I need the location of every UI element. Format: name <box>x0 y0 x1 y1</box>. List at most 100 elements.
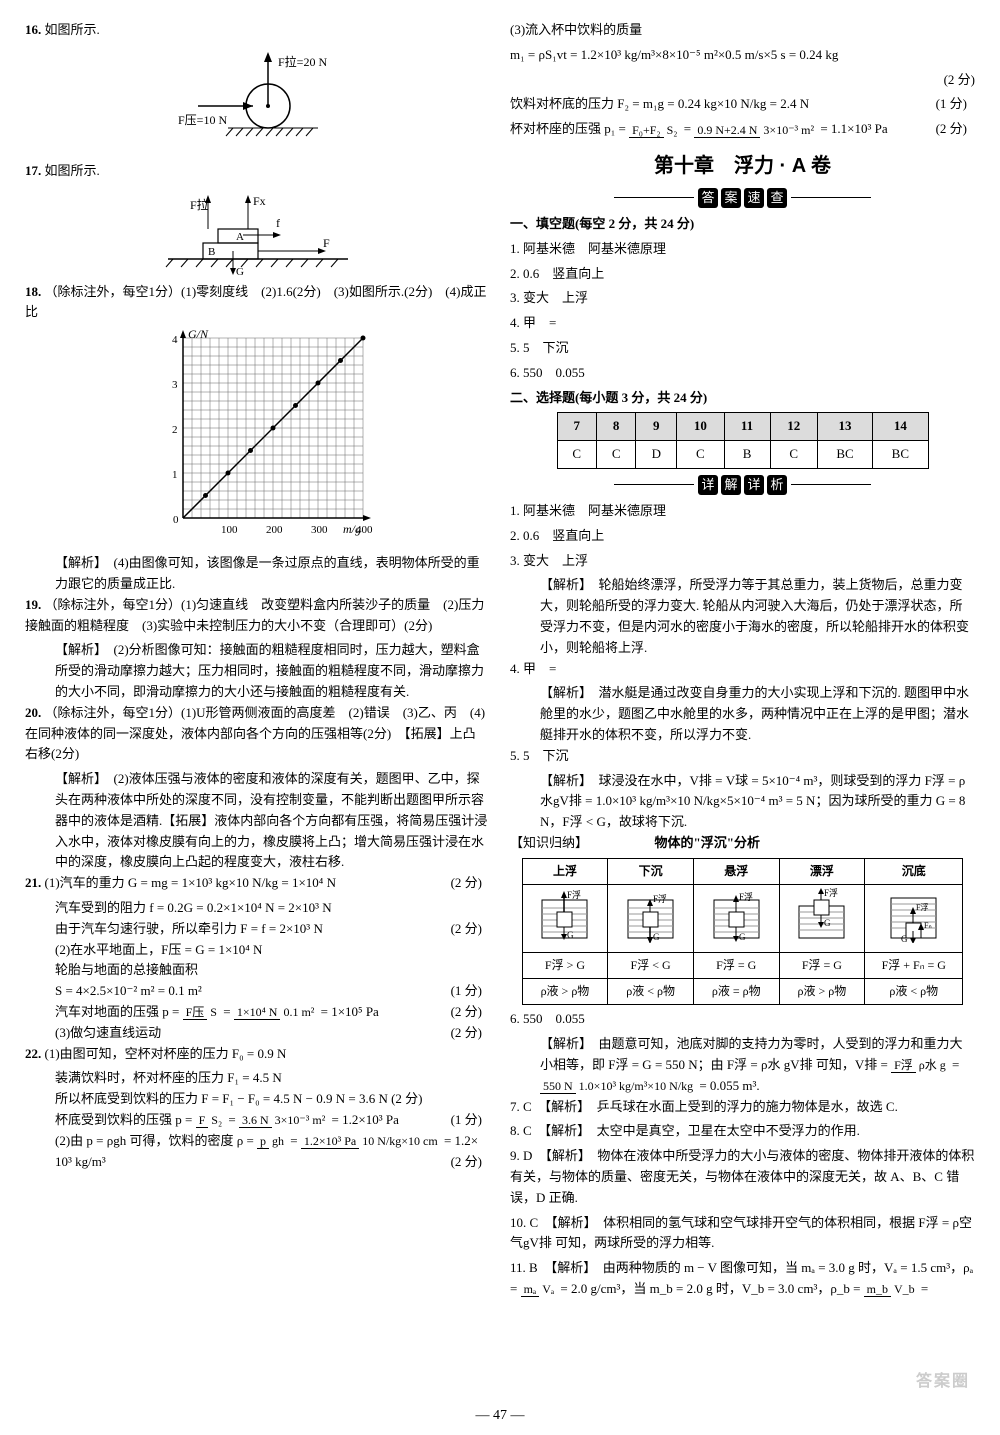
q18-analysis: 【解析】 (4)由图像可知，该图像是一条过原点的直线，表明物体所受的重力跟它的质… <box>55 553 490 595</box>
buoyancy-fig-sink: F浮FₙG <box>865 884 963 952</box>
fill-a6: 6. 550 0.055 <box>510 363 975 384</box>
q21-l7s: (2 分) <box>451 1002 482 1023</box>
q21-l6: S = 4×2.5×10⁻² m² = 0.1 m² <box>55 983 202 998</box>
q16-num: 16. <box>25 22 41 37</box>
d3a: 【解析】 轮船始终漂浮，所受浮力等于其总重力，装上货物后，总重力变大，则轮船所受… <box>540 575 975 658</box>
answer-badge-1: 答 案 速 查 <box>510 188 975 208</box>
buoyancy-fig-up: F浮 G <box>522 884 608 952</box>
choice-table: 7 8 9 10 11 12 13 14 C C D C B C BC BC <box>557 412 929 469</box>
q20-num: 20. <box>25 705 41 720</box>
svg-text:1: 1 <box>172 469 178 481</box>
watermark: 答案圈 <box>916 1369 970 1395</box>
rt-l4a: 杯对杯座的压强 p₁ = <box>510 121 626 136</box>
svg-text:400: 400 <box>356 524 373 536</box>
svg-text:2: 2 <box>172 424 178 436</box>
svg-text:G: G <box>567 930 574 940</box>
chapter-title: 第十章 浮力 · A 卷 <box>510 150 975 182</box>
q22-l5a: (2)由 p = ρgh 可得，饮料的密度 ρ = <box>55 1133 254 1148</box>
d11c: = <box>921 1281 928 1296</box>
q21-l4: (2)在水平地面上，F压 = G = 1×10⁴ N <box>55 940 490 961</box>
q21-l7c: = 1×10⁵ Pa <box>321 1004 379 1019</box>
fill-header: 一、填空题(每空 2 分，共 24 分) <box>510 214 975 235</box>
svg-text:G: G <box>824 918 831 928</box>
q21-l6s: (1 分) <box>451 981 482 1002</box>
buoyancy-fig-float: F浮 G <box>779 884 865 952</box>
q17-text: 如图所示. <box>45 163 100 178</box>
svg-text:F浮: F浮 <box>824 888 838 898</box>
answer-badge-2: 详 解 详 析 <box>510 475 975 495</box>
svg-text:G: G <box>739 932 746 942</box>
rt-l2: m₁ = ρS₁vt = 1.2×10³ kg/m³×8×10⁻⁵ m²×0.5… <box>510 47 838 62</box>
fill-a1: 1. 阿基米德 阿基米德原理 <box>510 239 975 260</box>
fill-a4: 4. 甲 = <box>510 313 975 334</box>
d3: 3. 变大 上浮 <box>510 551 975 572</box>
q20-analysis: 【解析】 (2)液体压强与液体的密度和液体的深度有关，题图甲、乙中，探头在两种液… <box>55 769 490 873</box>
svg-text:F拉=20 N: F拉=20 N <box>278 54 327 69</box>
q18-num: 18. <box>25 284 41 299</box>
svg-text:3: 3 <box>172 379 178 391</box>
svg-text:F浮: F浮 <box>653 893 667 904</box>
q17-num: 17. <box>25 163 41 178</box>
q21-l2: 汽车受到的阻力 f = 0.2G = 0.2×1×10⁴ N = 2×10³ N <box>55 898 490 919</box>
q21-l1s: (2 分) <box>451 873 482 894</box>
buoyancy-fig-down: F浮 G <box>608 884 694 952</box>
q19-analysis: 【解析】 (2)分析图像可知：接触面的粗糙程度相同时，压力越大，塑料盒所受的滑动… <box>55 640 490 702</box>
d8: 8. C 【解析】 太空中是真空，卫星在太空中不受浮力的作用. <box>510 1121 975 1142</box>
q21-num: 21. <box>25 875 41 890</box>
svg-text:G/N: G/N <box>188 328 209 341</box>
d2: 2. 0.6 竖直向上 <box>510 526 975 547</box>
d6c: = 0.055 m³. <box>699 1078 759 1093</box>
svg-text:F浮: F浮 <box>567 889 581 900</box>
rt-l4s: (2 分) <box>936 119 967 140</box>
q21: 21. (1)汽车的重力 G = mg = 1×10³ kg×10 N/kg =… <box>25 873 490 894</box>
svg-text:G: G <box>653 932 660 942</box>
q16-figure: F拉=20 N F压=10 N <box>25 46 490 156</box>
q19-num: 19. <box>25 597 41 612</box>
q21-l8: (3)做匀速直线运动 <box>55 1025 161 1040</box>
fill-a3: 3. 变大 上浮 <box>510 288 975 309</box>
q16-text: 如图所示. <box>45 22 100 37</box>
q21-l7a: 汽车对地面的压强 p = <box>55 1004 179 1019</box>
svg-text:Fx: Fx <box>253 194 266 208</box>
svg-text:F浮: F浮 <box>739 891 753 902</box>
q18-text: （除标注外，每空1分）(1)零刻度线 (2)1.6(2分) (3)如图所示.(2… <box>25 284 486 320</box>
q22-l1: (1)由图可知，空杯对杯座的压力 F₀ = 0.9 N <box>45 1046 287 1061</box>
q22-l2: 装满饮料时，杯对杯座的压力 F₁ = 4.5 N <box>55 1068 490 1089</box>
q21-l8s: (2 分) <box>451 1023 482 1044</box>
q18-chart: G/N m/g 0 100 200 300 1 2 3 4 400 <box>25 328 490 548</box>
q19: 19. （除标注外，每空1分）(1)匀速直线 改变塑料盒内所装沙子的质量 (2)… <box>25 595 490 637</box>
q22-l4s: (1 分) <box>451 1110 482 1131</box>
d4: 4. 甲 = <box>510 659 975 680</box>
svg-text:B: B <box>208 246 215 258</box>
q22-l6s: (2 分) <box>451 1152 482 1173</box>
q18: 18. （除标注外，每空1分）(1)零刻度线 (2)1.6(2分) (3)如图所… <box>25 282 490 324</box>
left-column: 16. 如图所示. F拉=20 N F压=10 N <box>25 20 490 1304</box>
q17: 17. 如图所示. <box>25 161 490 182</box>
rt-l3: 饮料对杯底的压力 F₂ = m₁g = 0.24 kg×10 N/kg = 2.… <box>510 96 809 111</box>
d5: 5. 5 下沉 <box>510 746 975 767</box>
rt-l3s: (1 分) <box>936 94 967 115</box>
q22-l4a: 杯底受到饮料的压强 p = <box>55 1112 192 1127</box>
choice-header: 二、选择题(每小题 3 分，共 24 分) <box>510 388 975 409</box>
q17-figure: A B G F拉 Fx f F <box>25 187 490 277</box>
q22-l3: 所以杯底受到饮料的压力 F = F₁ − F₀ = 4.5 N − 0.9 N … <box>55 1089 490 1110</box>
d1: 1. 阿基米德 阿基米德原理 <box>510 501 975 522</box>
svg-text:F浮: F浮 <box>916 902 928 912</box>
d6: 6. 550 0.055 <box>510 1009 975 1030</box>
q16: 16. 如图所示. <box>25 20 490 41</box>
q21-l3: 由于汽车匀速行驶，所以牵引力 F = f = 2×10³ N <box>55 921 323 936</box>
svg-text:100: 100 <box>221 524 238 536</box>
svg-text:F: F <box>323 236 330 250</box>
d7: 7. C 【解析】 乒乓球在水面上受到的浮力的施力物体是水，故选 C. <box>510 1097 975 1118</box>
buoyancy-fig-suspend: F浮 G <box>693 884 779 952</box>
svg-text:0: 0 <box>173 514 179 526</box>
knowledge-label: 【知识归纳】 <box>510 835 588 850</box>
q20-text: （除标注外，每空1分）(1)U形管两侧液面的高度差 (2)错误 (3)乙、丙 (… <box>25 705 489 762</box>
knowledge-title: 物体的"浮沉"分析 <box>655 835 760 850</box>
svg-text:200: 200 <box>266 524 283 536</box>
svg-text:f: f <box>276 216 280 230</box>
svg-text:G: G <box>236 266 244 277</box>
q22-num: 22. <box>25 1046 41 1061</box>
svg-text:4: 4 <box>172 334 178 346</box>
right-column: (3)流入杯中饮料的质量 m₁ = ρS₁vt = 1.2×10³ kg/m³×… <box>510 20 975 1304</box>
